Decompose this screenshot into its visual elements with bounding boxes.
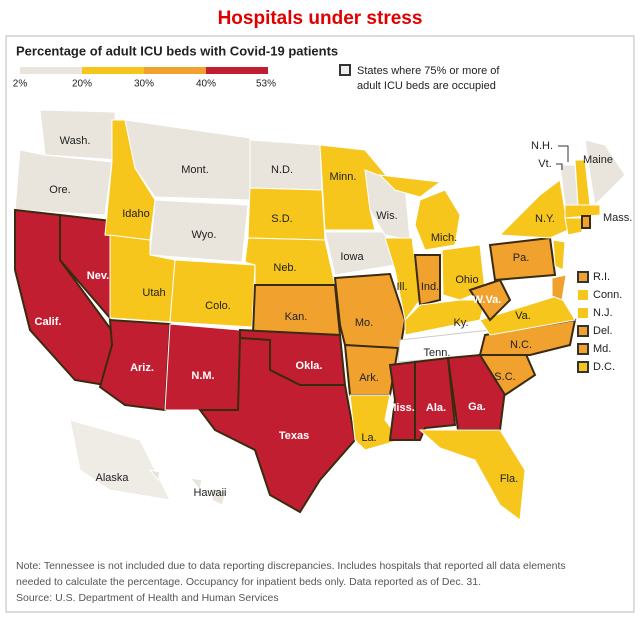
state-label: Ind. [421, 281, 439, 293]
state-label: Ga. [468, 401, 486, 413]
state-label: Hawaii [193, 487, 226, 499]
scale-label: 40% [196, 79, 216, 90]
small-state-label: N.J. [593, 307, 613, 319]
state-label: Colo. [205, 300, 231, 312]
state-label: Ala. [426, 402, 446, 414]
state-label: La. [361, 432, 376, 444]
state-label: Mich. [431, 232, 457, 244]
state-label: Nev. [87, 270, 109, 282]
note: Note: Tennessee is not included due to d… [16, 560, 566, 572]
state-label: Miss. [387, 402, 415, 414]
scale-label: 53% [256, 79, 276, 90]
state-label: Tenn. [424, 347, 451, 359]
outline-note: adult ICU beds are occupied [357, 80, 496, 92]
state-label: Texas [279, 430, 309, 442]
state-label: Wash. [60, 135, 91, 147]
scale-label: 30% [134, 79, 154, 90]
state-label: Ill. [397, 281, 408, 293]
state-label: Mo. [355, 317, 373, 329]
scale-label: 2% [13, 79, 28, 90]
small-state-label: R.I. [593, 271, 610, 283]
state-label: Wyo. [192, 229, 217, 241]
state-label: S.D. [271, 213, 292, 225]
state-label: Neb. [273, 262, 296, 274]
state-label: N.M. [191, 370, 214, 382]
color-scale [20, 67, 268, 74]
state-label: Ark. [359, 372, 379, 384]
state-label: Maine [583, 154, 613, 166]
state-label: Ohio [455, 274, 478, 286]
small-state-label: Del. [593, 325, 613, 337]
scale-label: 20% [72, 79, 92, 90]
state-label: Okla. [296, 360, 323, 372]
state-label: Calif. [35, 316, 62, 328]
source: Source: U.S. Department of Health and Hu… [16, 592, 279, 604]
subtitle: Percentage of adult ICU beds with Covid-… [16, 43, 338, 58]
state-label: Kan. [285, 311, 308, 323]
state-label: Idaho [122, 208, 150, 220]
state-label: Mont. [181, 164, 209, 176]
state-label: N.D. [271, 164, 293, 176]
small-state-label: Conn. [593, 289, 622, 301]
callout-lines [556, 145, 569, 170]
frame [5, 35, 635, 613]
state-label: Ariz. [130, 362, 154, 374]
state-label: Pa. [513, 252, 530, 264]
state-label: Vt. [538, 158, 551, 170]
small-state-label: D.C. [593, 361, 615, 373]
state-label: Alaska [95, 472, 129, 484]
state-label: Utah [142, 287, 165, 299]
state-shapes [14, 109, 626, 521]
state-label: Minn. [330, 171, 357, 183]
outline-note: States where 75% or more of [357, 65, 500, 77]
state-label: Ore. [49, 184, 70, 196]
state-label: Fla. [500, 473, 518, 485]
state-label: N.C. [510, 339, 532, 351]
outline-key [339, 64, 351, 76]
state-label: Wis. [376, 210, 397, 222]
state-label: S.C. [494, 371, 515, 383]
state-label: N.H. [531, 140, 553, 152]
state-label: N.Y. [535, 213, 555, 225]
state-label: Ky. [453, 317, 468, 329]
state-label: Iowa [340, 251, 364, 263]
title: Hospitals under stress [218, 8, 423, 29]
small-state-label: Md. [593, 343, 611, 355]
note: needed to calculate the percentage. Occu… [16, 576, 481, 588]
small-state-keys [577, 271, 589, 373]
state-label: Mass. [603, 212, 632, 224]
state-label: Va. [515, 310, 531, 322]
state-label: W.Va. [473, 294, 502, 306]
